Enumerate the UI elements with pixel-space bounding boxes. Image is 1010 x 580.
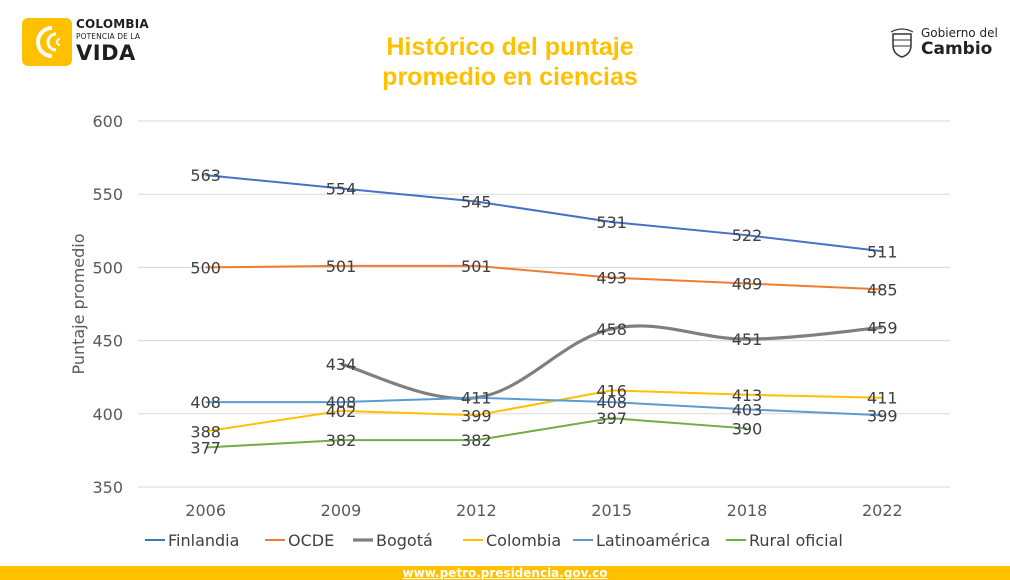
footer-url[interactable]: www.petro.presidencia.gov.co (402, 566, 608, 580)
data-label-bogota-2022: 459 (867, 318, 898, 337)
y-tick-label-350: 350 (92, 478, 123, 497)
data-label-colombia-2009: 402 (326, 402, 357, 421)
series-line-ocde (205, 264, 883, 291)
x-tick-label-2009: 2009 (321, 501, 362, 520)
chart-title-line2: promedio en ciencias (382, 63, 638, 91)
y-tick-label-500: 500 (92, 258, 123, 277)
data-label-finlandia-2015: 531 (596, 213, 627, 232)
coat-of-arms-icon (890, 28, 914, 58)
series-line-rural-oficial (205, 417, 748, 449)
legend-label-rural-oficial: Rural oficial (749, 531, 843, 550)
data-label-ocde-2012: 501 (461, 257, 492, 276)
line-chart: 350 400 450 500 550 600 2006 2009 2012 2015 2018 20… (69, 112, 950, 550)
data-label-colombia-2012: 399 (461, 406, 492, 425)
data-label-latinoamerica-2009: 408 (326, 393, 357, 412)
y-tick-label-550: 550 (92, 185, 123, 204)
logo-left-line3: VIDA (76, 40, 136, 65)
data-label-rural-oficial-2006: 377 (190, 438, 221, 457)
data-label-colombia-2018: 413 (732, 386, 763, 405)
gobierno-del-cambio-logo: Gobierno del Cambio (888, 26, 1003, 60)
data-label-finlandia-2006: 563 (190, 166, 221, 185)
data-label-rural-oficial-2015: 397 (596, 409, 627, 428)
data-label-rural-oficial-2012: 382 (461, 431, 492, 450)
data-label-bogota-2012: 411 (461, 389, 492, 408)
data-label-bogota-2018: 451 (732, 330, 763, 349)
y-axis-label: Puntaje promedio (69, 233, 88, 374)
legend-label-finlandia: Finlandia (168, 531, 239, 550)
data-label-colombia-2022: 411 (867, 389, 898, 408)
series-line-bogota (340, 324, 883, 401)
data-label-ocde-2006: 500 (190, 258, 221, 277)
data-label-latinoamerica-2018: 403 (732, 400, 763, 419)
chart-title-line1: Histórico del puntaje (386, 33, 634, 61)
legend-label-ocde: OCDE (288, 531, 334, 550)
logo-left-line2: POTENCIA DE LA (76, 32, 141, 41)
logo-right-line2: Cambio (921, 39, 993, 59)
data-label-rural-oficial-2009: 382 (326, 431, 357, 450)
chart-title: Histórico del puntaje promedio en cienci… (300, 32, 720, 92)
x-tick-label-2018: 2018 (727, 501, 768, 520)
data-label-latinoamerica-2015: 408 (596, 393, 627, 412)
data-label-colombia-2006: 388 (190, 422, 221, 441)
colombia-potencia-de-la-vida-logo: COLOMBIA POTENCIA DE LA VIDA (22, 16, 152, 68)
y-tick-label-600: 600 (92, 112, 123, 131)
data-label-ocde-2015: 493 (596, 269, 627, 288)
data-label-latinoamerica-2006: 408 (190, 393, 221, 412)
data-label-ocde-2018: 489 (732, 275, 763, 294)
legend-label-latinoamerica: Latinoamérica (596, 531, 710, 550)
legend-label-colombia: Colombia (486, 531, 561, 550)
data-label-finlandia-2009: 554 (326, 179, 357, 198)
data-label-finlandia-2018: 522 (732, 226, 763, 245)
data-label-latinoamerica-2022: 399 (867, 406, 898, 425)
x-tick-label-2006: 2006 (185, 501, 226, 520)
legend-label-bogota: Bogotá (376, 531, 433, 550)
y-tick-label-450: 450 (92, 332, 123, 351)
data-label-colombia-2015: 416 (596, 381, 627, 400)
data-label-bogota-2015: 458 (596, 320, 627, 339)
data-label-bogota-2009: 434 (326, 355, 357, 374)
data-label-ocde-2009: 501 (326, 257, 357, 276)
x-tick-label-2012: 2012 (456, 501, 497, 520)
series-line-latinoamerica (205, 396, 883, 417)
y-tick-label-400: 400 (92, 405, 123, 424)
series-line-colombia (205, 389, 883, 433)
logo-mark-icon (22, 18, 72, 66)
series-line-finlandia (205, 174, 883, 253)
x-tick-label-2022: 2022 (862, 501, 903, 520)
logo-right-line1: Gobierno del (921, 26, 998, 40)
data-label-finlandia-2022: 511 (867, 242, 898, 261)
data-label-rural-oficial-2018: 390 (732, 419, 763, 438)
data-label-ocde-2022: 485 (867, 280, 898, 299)
footer-bar: www.petro.presidencia.gov.co (0, 566, 1010, 580)
data-label-finlandia-2012: 545 (461, 193, 492, 212)
logo-left-line1: COLOMBIA (76, 17, 149, 31)
x-tick-label-2015: 2015 (591, 501, 632, 520)
